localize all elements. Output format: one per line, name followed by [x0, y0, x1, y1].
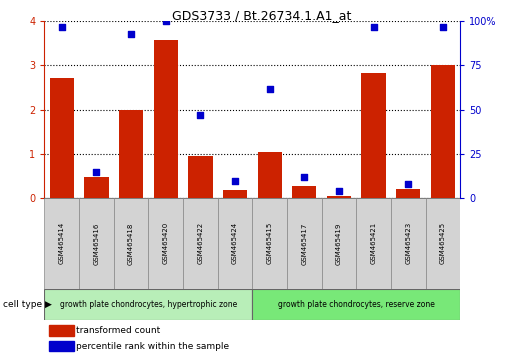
Point — [127, 31, 135, 36]
FancyBboxPatch shape — [218, 198, 253, 289]
Bar — [84, 177, 109, 198]
FancyBboxPatch shape — [79, 198, 114, 289]
Bar — [292, 186, 316, 198]
Point — [58, 24, 66, 29]
Text: growth plate chondrocytes, hypertrophic zone: growth plate chondrocytes, hypertrophic … — [60, 300, 237, 309]
FancyBboxPatch shape — [44, 198, 79, 289]
Text: GDS3733 / Bt.26734.1.A1_at: GDS3733 / Bt.26734.1.A1_at — [172, 9, 351, 22]
Bar — [396, 188, 420, 198]
Bar — [154, 40, 178, 198]
Point — [439, 24, 447, 29]
Point — [369, 24, 378, 29]
Text: cell type ▶: cell type ▶ — [3, 300, 51, 309]
FancyBboxPatch shape — [322, 198, 356, 289]
FancyBboxPatch shape — [252, 289, 460, 320]
FancyBboxPatch shape — [44, 289, 252, 320]
Text: GSM465416: GSM465416 — [94, 222, 99, 264]
Bar — [188, 156, 212, 198]
Bar — [50, 78, 74, 198]
Bar — [119, 110, 143, 198]
Text: GSM465424: GSM465424 — [232, 222, 238, 264]
Text: GSM465423: GSM465423 — [405, 222, 411, 264]
Text: GSM465414: GSM465414 — [59, 222, 65, 264]
Bar — [49, 341, 74, 352]
Text: transformed count: transformed count — [76, 326, 160, 335]
FancyBboxPatch shape — [356, 198, 391, 289]
Point — [266, 86, 274, 91]
Point — [300, 174, 309, 180]
Text: GSM465417: GSM465417 — [301, 222, 308, 264]
Bar — [431, 65, 455, 198]
FancyBboxPatch shape — [183, 198, 218, 289]
Text: GSM465421: GSM465421 — [371, 222, 377, 264]
Text: GSM465415: GSM465415 — [267, 222, 272, 264]
Text: percentile rank within the sample: percentile rank within the sample — [76, 342, 229, 351]
FancyBboxPatch shape — [114, 198, 149, 289]
FancyBboxPatch shape — [253, 198, 287, 289]
FancyBboxPatch shape — [391, 198, 426, 289]
Bar — [257, 152, 282, 198]
Text: GSM465422: GSM465422 — [197, 222, 203, 264]
Point — [92, 169, 100, 175]
Text: GSM465418: GSM465418 — [128, 222, 134, 264]
Text: GSM465425: GSM465425 — [440, 222, 446, 264]
FancyBboxPatch shape — [149, 198, 183, 289]
Bar — [223, 190, 247, 198]
Point — [196, 112, 204, 118]
Point — [335, 188, 343, 194]
Text: GSM465420: GSM465420 — [163, 222, 169, 264]
Point — [162, 18, 170, 24]
Point — [231, 178, 239, 183]
FancyBboxPatch shape — [426, 198, 460, 289]
Bar — [361, 74, 386, 198]
FancyBboxPatch shape — [287, 198, 322, 289]
Point — [404, 181, 413, 187]
Text: GSM465419: GSM465419 — [336, 222, 342, 264]
Bar — [327, 196, 351, 198]
Text: growth plate chondrocytes, reserve zone: growth plate chondrocytes, reserve zone — [278, 300, 435, 309]
Bar — [49, 325, 74, 336]
